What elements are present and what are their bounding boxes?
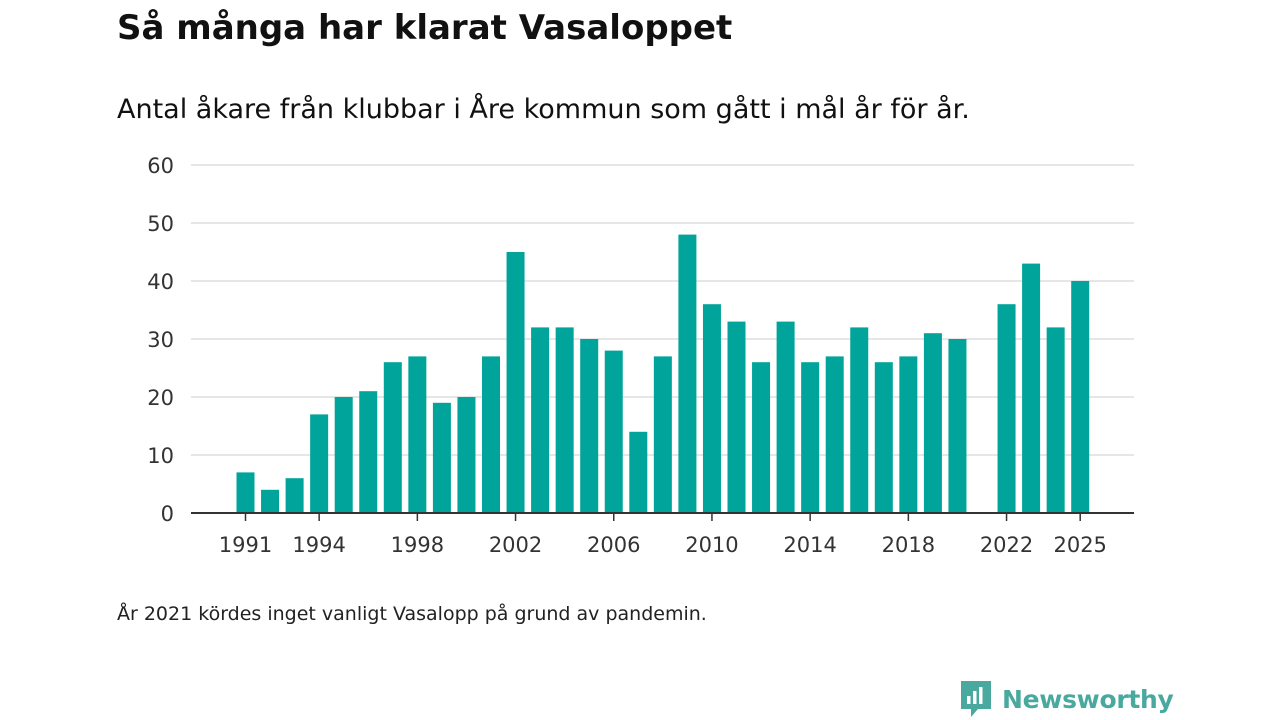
bar-2013	[776, 321, 795, 513]
x-tick-label: 2006	[587, 533, 640, 557]
y-tick-label: 30	[147, 328, 174, 352]
bar-1993	[285, 478, 304, 513]
bar-2009	[678, 234, 697, 513]
bar-2011	[727, 321, 746, 513]
bar-2017	[874, 362, 893, 513]
bar-2006	[604, 350, 623, 513]
x-tick-label: 2025	[1053, 533, 1106, 557]
bar-1999	[432, 402, 451, 513]
bar-2002	[506, 252, 525, 513]
bar-2020	[948, 339, 967, 513]
bar-2025	[1071, 281, 1090, 513]
bar-2019	[923, 333, 942, 513]
bar-2003	[531, 327, 550, 513]
bar-2023	[1022, 263, 1041, 513]
x-tick-label: 1994	[292, 533, 345, 557]
bar-1998	[408, 356, 427, 513]
brand-name: Newsworthy	[1002, 684, 1174, 714]
bar-2015	[825, 356, 844, 513]
bar-2004	[555, 327, 574, 513]
x-tick-label: 2010	[685, 533, 738, 557]
bar-1994	[310, 414, 329, 513]
bar-1997	[383, 362, 402, 513]
x-tick-label: 1991	[219, 533, 272, 557]
x-tick-label: 2018	[882, 533, 935, 557]
x-tick-label: 2022	[980, 533, 1033, 557]
brand-logo: Newsworthy	[958, 679, 1174, 719]
y-tick-label: 10	[147, 444, 174, 468]
bar-2008	[653, 356, 672, 513]
bar-2007	[629, 431, 648, 513]
bar-2018	[899, 356, 918, 513]
bar-2012	[752, 362, 771, 513]
y-tick-label: 40	[147, 270, 174, 294]
chart-title: Så många har klarat Vasaloppet	[117, 8, 733, 48]
bars	[236, 234, 1090, 513]
newsworthy-logo-icon	[961, 681, 991, 717]
axes: 0 10 20 30 40 50 60 1991 1994 1998 2002 2006 2010 201…	[147, 154, 1134, 557]
bar-1991	[236, 472, 255, 513]
x-tick-label: 1998	[391, 533, 444, 557]
bar-2010	[702, 304, 721, 513]
y-tick-label: 0	[161, 502, 174, 526]
bar-2014	[801, 362, 820, 513]
x-tick-label: 2014	[783, 533, 836, 557]
bar-2024	[1046, 327, 1065, 513]
bar-chart: 0 10 20 30 40 50 60 1991 1994 1998 2002 2006 2010 201…	[147, 154, 1134, 557]
y-tick-label: 60	[147, 154, 174, 178]
bar-2016	[850, 327, 869, 513]
y-tick-label: 20	[147, 386, 174, 410]
bar-2005	[580, 339, 599, 513]
y-tick-label: 50	[147, 212, 174, 236]
x-tick-label: 2002	[489, 533, 542, 557]
bar-1996	[359, 391, 378, 513]
bar-2000	[457, 397, 476, 513]
footnote: År 2021 kördes inget vanligt Vasalopp på…	[117, 603, 707, 625]
chart-subtitle: Antal åkare från klubbar i Åre kommun so…	[117, 94, 970, 125]
bar-1995	[334, 397, 353, 513]
bar-2001	[482, 356, 500, 513]
bar-2022	[997, 304, 1016, 513]
bar-1992	[261, 489, 280, 513]
